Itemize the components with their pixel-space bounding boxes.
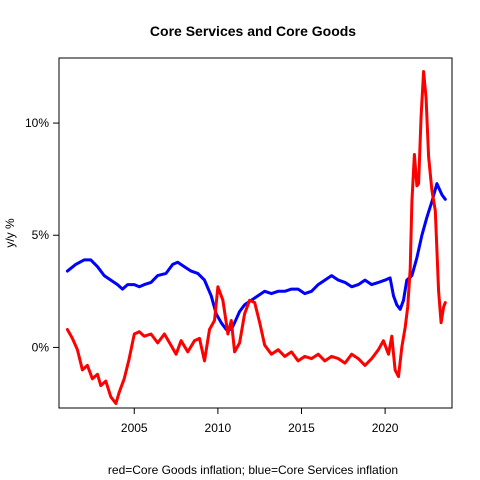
x-tick-label: 2010	[205, 421, 232, 435]
y-axis-label: y/y %	[3, 218, 17, 248]
chart-title: Core Services and Core Goods	[150, 23, 356, 39]
series-line-1	[65, 70, 447, 405]
x-axis: 2005 2010 2015 2020	[121, 408, 399, 435]
series-layer	[65, 70, 447, 405]
x-tick-label: 2015	[288, 421, 315, 435]
y-tick-label: 0%	[32, 340, 50, 354]
x-axis-label: red=Core Goods inflation; blue=Core Serv…	[108, 463, 398, 477]
x-tick-label: 2020	[372, 421, 399, 435]
plot-frame	[58, 57, 453, 409]
y-tick-label: 5%	[32, 228, 50, 242]
x-tick-label: 2005	[121, 421, 148, 435]
y-tick-label: 10%	[25, 116, 49, 130]
series-line-0	[65, 182, 447, 331]
y-axis: 0% 5% 10%	[25, 116, 59, 354]
